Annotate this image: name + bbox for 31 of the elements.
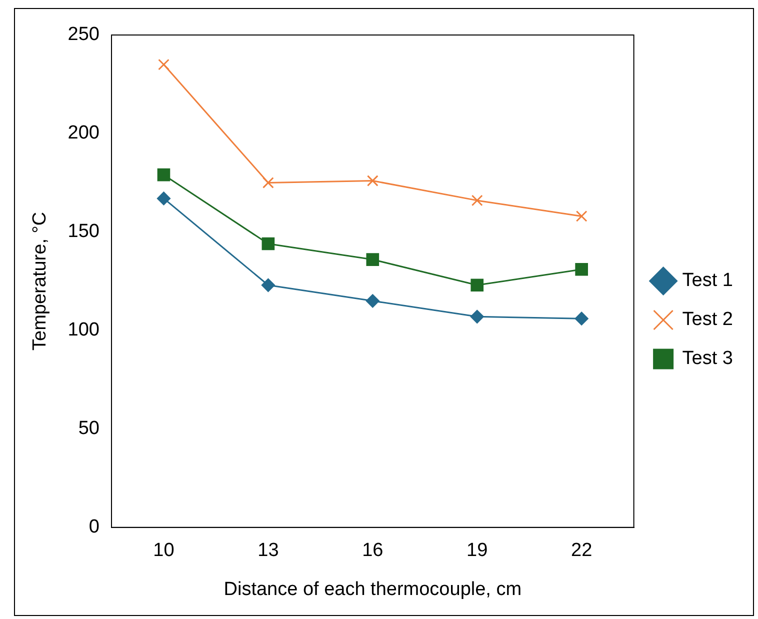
x-tick-label: 22 (571, 540, 592, 562)
point (471, 194, 483, 206)
point (366, 253, 380, 266)
point (366, 175, 378, 186)
point (576, 210, 588, 222)
y-tick-label: 200 (68, 122, 100, 144)
point (158, 58, 170, 70)
y-tick-label: 150 (68, 221, 100, 242)
point (575, 262, 588, 276)
x-tick-label: 13 (258, 540, 279, 562)
x-tick-label: 10 (153, 540, 174, 562)
legend-label: Test 1 (682, 270, 734, 292)
x-tick-label: 16 (362, 540, 384, 562)
y-axis-title: Temperature, °C (30, 212, 51, 350)
y-tick-label: 250 (68, 24, 100, 46)
point (157, 168, 170, 182)
point (574, 312, 588, 326)
y-tick-label: 100 (68, 320, 100, 341)
legend-label: Test 2 (682, 309, 734, 330)
x-axis-title: Distance of each thermocouple, cm (224, 578, 522, 600)
point (366, 294, 380, 308)
point (470, 278, 484, 292)
point (262, 237, 275, 250)
x-tick-label: 19 (466, 540, 488, 562)
legend-label: Test 3 (682, 348, 734, 370)
point (262, 177, 274, 188)
point (470, 310, 484, 324)
point (261, 278, 275, 292)
y-tick-label: 50 (78, 418, 100, 440)
point (156, 192, 170, 206)
y-tick-label: 0 (88, 516, 100, 538)
